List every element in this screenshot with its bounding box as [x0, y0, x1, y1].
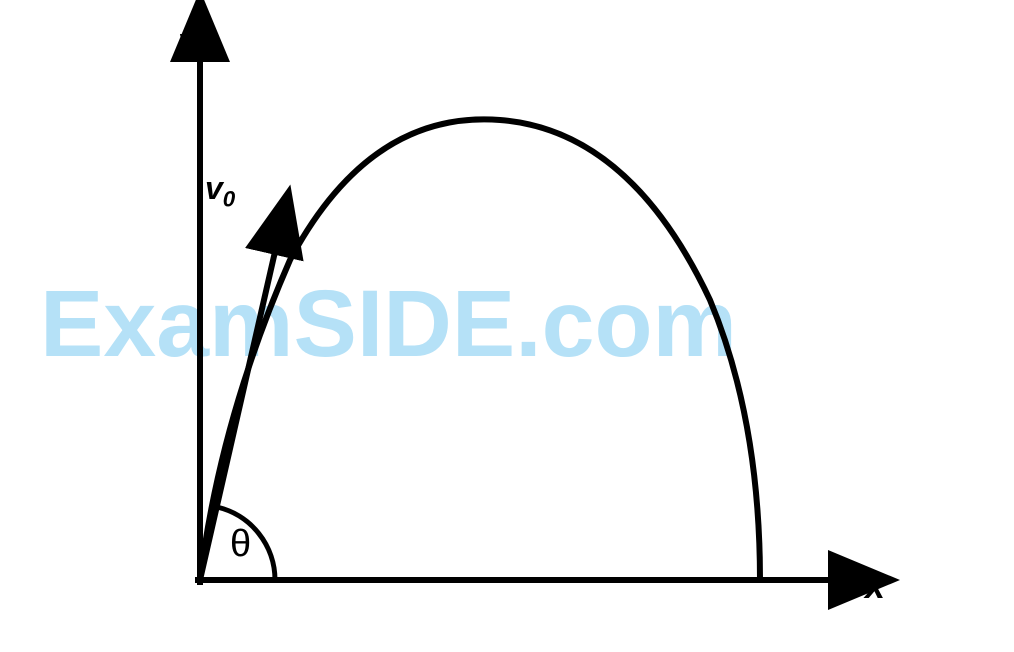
- velocity-label-main: v: [205, 170, 223, 206]
- velocity-label-sub: 0: [223, 186, 235, 211]
- diagram-container: ExamSIDE.com y x v0 θ: [0, 0, 1014, 652]
- diagram-svg: [0, 0, 1014, 652]
- x-axis-label: x: [865, 565, 885, 607]
- velocity-label: v0: [205, 170, 235, 212]
- angle-label: θ: [230, 523, 251, 566]
- y-axis-label: y: [178, 20, 198, 62]
- trajectory-curve: [200, 119, 760, 580]
